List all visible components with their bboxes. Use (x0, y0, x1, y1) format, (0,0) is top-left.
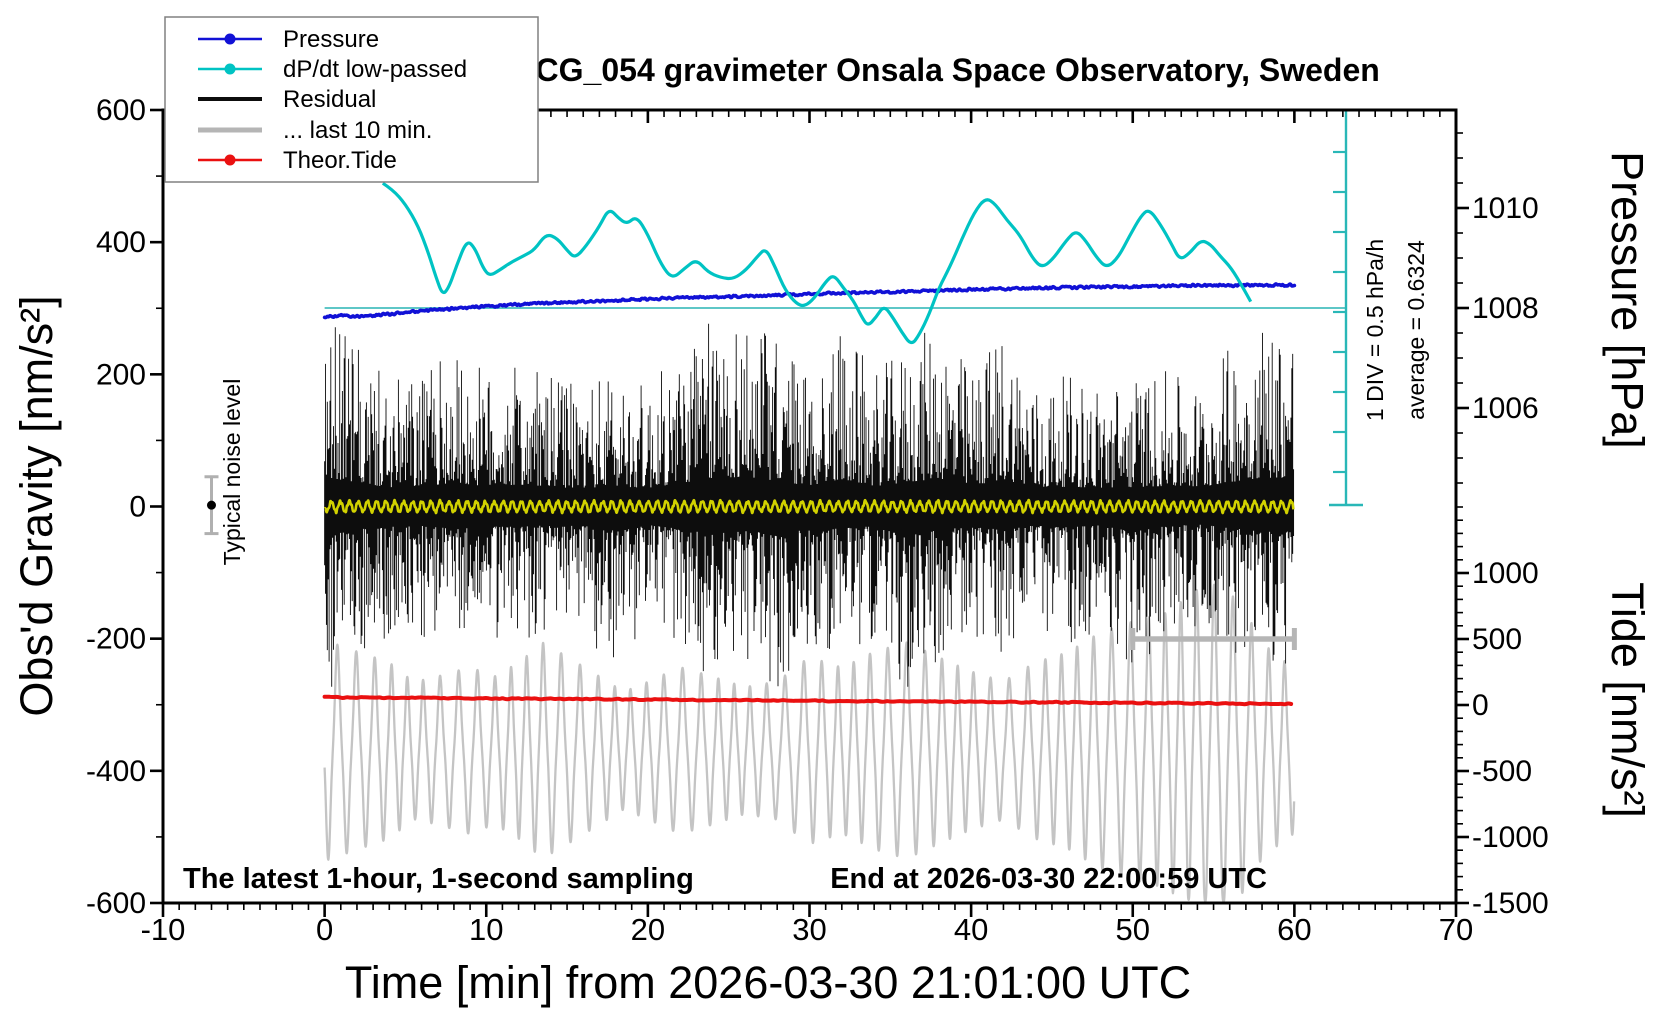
svg-text:200: 200 (96, 358, 146, 391)
svg-text:0: 0 (1472, 689, 1489, 722)
svg-text:500: 500 (1472, 623, 1522, 656)
svg-text:-500: -500 (1472, 755, 1532, 788)
svg-text:-600: -600 (86, 887, 146, 920)
sampling-note: The latest 1-hour, 1-second sampling (183, 863, 694, 895)
legend: Pressure dP/dt low-passed Residual ... l… (164, 16, 539, 183)
svg-text:1006: 1006 (1472, 392, 1539, 425)
left-axis-title: Obs'd Gravity [nm/s²] (11, 295, 62, 716)
end-time-note: End at 2026-03-30 22:00:59 UTC (830, 863, 1267, 895)
tick-labels: -10 0 10 20 30 40 50 60 70 600 400 200 0 -200 -400 -600… (86, 94, 1549, 947)
svg-text:-200: -200 (86, 623, 146, 656)
last10-trace (323, 583, 1296, 903)
svg-text:20: 20 (631, 912, 665, 947)
svg-text:600: 600 (96, 94, 146, 127)
theor-tide-curve (322, 694, 1294, 707)
plot-frame (161, 108, 1458, 905)
legend-label-residual: Residual (283, 86, 376, 113)
svg-text:60: 60 (1277, 912, 1311, 947)
svg-text:40: 40 (954, 912, 988, 947)
svg-text:-1500: -1500 (1472, 887, 1549, 920)
noise-level-label: Typical noise level (219, 379, 245, 566)
svg-text:1000: 1000 (1472, 557, 1539, 590)
pressure-axis-title: Pressure [hPa] (1602, 151, 1653, 449)
legend-label-last10: ... last 10 min. (283, 117, 432, 144)
legend-label-dpdt: dP/dt low-passed (283, 56, 467, 83)
residual-center-line (323, 498, 1295, 515)
legend-label-tide: Theor.Tide (283, 147, 397, 174)
dpdt-curve (381, 181, 1253, 345)
legend-samples (198, 33, 262, 166)
svg-text:1010: 1010 (1472, 192, 1539, 225)
svg-text:70: 70 (1439, 912, 1473, 947)
svg-text:1008: 1008 (1472, 292, 1539, 325)
svg-text:50: 50 (1116, 912, 1150, 947)
svg-text:-400: -400 (86, 755, 146, 788)
svg-text:400: 400 (96, 226, 146, 259)
svg-text:30: 30 (792, 912, 826, 947)
svg-text:0: 0 (129, 490, 146, 523)
div-scale-label: 1 DIV = 0.5 hPa/h (1362, 239, 1388, 421)
svg-text:-10: -10 (141, 912, 186, 947)
average-label: average = 0.6324 (1403, 240, 1429, 420)
x-axis-title: Time [min] from 2026-03-30 21:01:00 UTC (345, 957, 1191, 1008)
svg-text:10: 10 (469, 912, 503, 947)
pressure-curve (322, 282, 1297, 320)
svg-text:0: 0 (316, 912, 333, 947)
tide-axis-title: Tide [nm/s²] (1602, 582, 1653, 818)
chart-title: SCG_054 gravimeter Onsala Space Observat… (514, 52, 1380, 88)
legend-label-pressure: Pressure (283, 26, 379, 53)
last10-bar (1130, 628, 1297, 650)
noise-level-marker (204, 475, 219, 536)
svg-text:-1000: -1000 (1472, 821, 1549, 854)
